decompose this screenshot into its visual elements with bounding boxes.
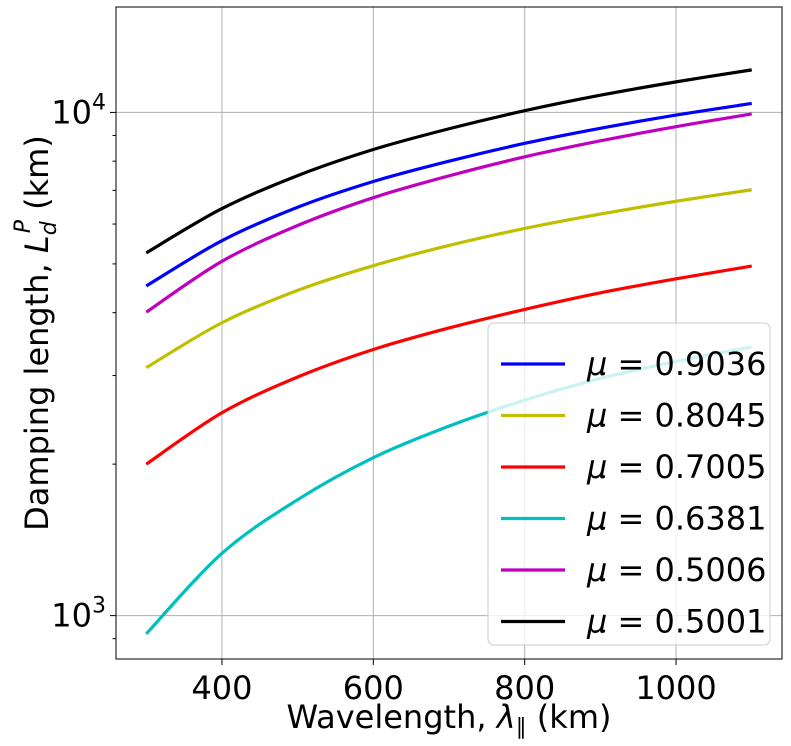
series-line-4 — [145, 112, 752, 314]
tick-labels: 400 600 800 1000 103 104 — [51, 90, 716, 707]
legend-entry-4: μ = 0.5006 — [586, 551, 766, 589]
legend-entry-0: μ = 0.9036 — [586, 345, 766, 383]
y-tick-label: 103 — [51, 594, 106, 635]
legend-entry-5: μ = 0.5001 — [586, 603, 766, 641]
legend-entry-2: μ = 0.7005 — [586, 448, 766, 486]
legend: μ = 0.9036 μ = 0.8045 μ = 0.7005 μ = 0.6381… — [487, 322, 771, 646]
series-line-2 — [145, 264, 752, 466]
x-tick-label: 1000 — [635, 669, 716, 707]
x-axis-label: Wavelength, λ∥ (km) — [287, 698, 612, 740]
x-tick-label: 400 — [191, 669, 252, 707]
plot-frame — [115, 6, 783, 660]
series-line-0 — [145, 101, 752, 288]
x-tick-label: 600 — [343, 669, 404, 707]
y-axis-label: Damping length, LdP (km) — [11, 135, 62, 531]
series-line-1 — [145, 188, 752, 370]
legend-entry-3: μ = 0.6381 — [586, 500, 766, 538]
legend-box — [487, 322, 771, 646]
y-tick-label: 104 — [51, 90, 106, 131]
series-line-5 — [145, 68, 752, 255]
legend-entry-1: μ = 0.8045 — [586, 397, 766, 435]
ticks — [110, 111, 677, 665]
x-tick-label: 800 — [494, 669, 555, 707]
